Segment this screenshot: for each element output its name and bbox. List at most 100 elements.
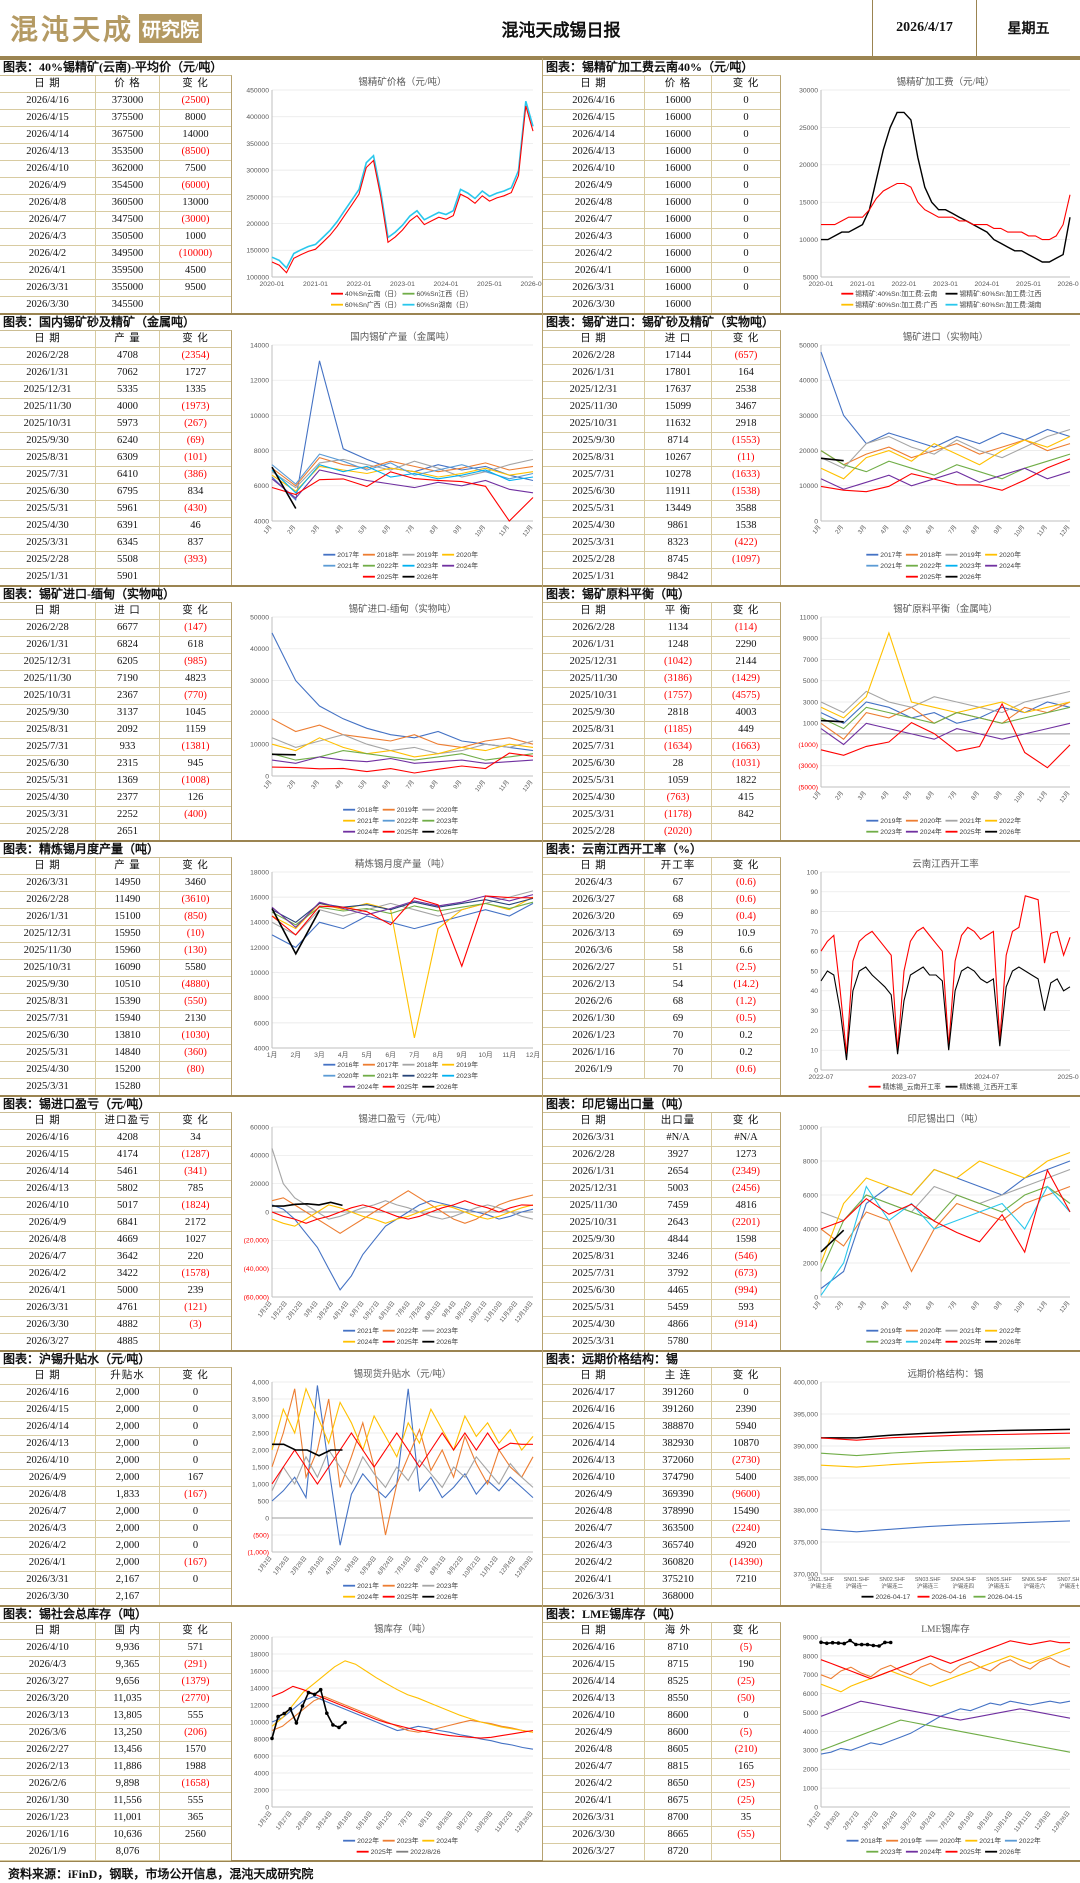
svg-text:4000: 4000: [803, 1226, 818, 1233]
section-body: 日 期主 连 变 化 2026/4/17 391260 0 2026/4/16 391260…: [543, 1367, 1080, 1606]
svg-text:2023年: 2023年: [456, 1071, 478, 1080]
table-row: 2026/4/1 16000 0: [543, 263, 780, 280]
table-cell: 190: [738, 1659, 754, 1670]
table-cell: 1727: [185, 367, 206, 378]
svg-text:2020年: 2020年: [940, 1836, 962, 1845]
svg-text:2022年: 2022年: [397, 1326, 419, 1335]
table-cell: 167: [187, 1472, 204, 1483]
section-body: 日 期进 口 变 化 2026/2/28 17144 (657) 2026/1/31 178…: [543, 330, 1080, 586]
svg-text:5月: 5月: [357, 779, 368, 791]
table-cell: 2025/11/30: [0, 671, 96, 687]
section-body: 日 期产 量 变 化 2026/2/28 4708 (2354) 2026/1/31 706…: [0, 330, 542, 586]
table-row: 2025/12/31 17637 2538: [543, 382, 780, 399]
svg-text:2026年: 2026年: [436, 827, 458, 836]
svg-text:4000: 4000: [803, 1729, 818, 1736]
table-cell: 8600: [645, 1725, 712, 1741]
svg-text:60%Sn湖南（日）: 60%Sn湖南（日）: [417, 300, 473, 309]
table-cell: 1598: [735, 1234, 757, 1245]
table-row: 2025/1/31 5901: [0, 569, 231, 586]
table-cell: 9,898: [96, 1776, 160, 1792]
chart-refined-tin-output: 精炼锡月度产量（吨） 18000 16000 14000 12000 10000 8000 6…: [250, 858, 540, 1091]
table-cell: 4669: [96, 1232, 160, 1248]
table-row: 2026/4/3 365740 4920: [543, 1538, 780, 1555]
table-cell: 2025/9/30: [543, 1232, 645, 1248]
table-cell: 2026/4/2: [543, 1555, 645, 1571]
table-cell: 2026/3/30: [543, 297, 645, 313]
table-cell: 354500: [96, 178, 160, 194]
column-header: 日 期: [543, 76, 645, 92]
svg-text:50000: 50000: [250, 614, 269, 621]
series-2022年: [820, 450, 1071, 480]
svg-text:16000: 16000: [250, 895, 269, 902]
table-cell: 70: [645, 1045, 712, 1061]
svg-text:2022-07: 2022-07: [809, 1074, 834, 1081]
table-cell: 2026/4/10: [0, 1453, 96, 1469]
table-cell: (1031): [732, 758, 760, 769]
svg-text:2022年: 2022年: [1019, 1836, 1041, 1845]
table-cell: 2026/3/31: [0, 1572, 96, 1588]
table-cell: (9600): [732, 1489, 760, 1500]
table-cell: [160, 1334, 231, 1350]
table-cell: 2025/11/30: [543, 1198, 645, 1214]
svg-text:8000: 8000: [803, 1653, 818, 1660]
table-cell: 2026/4/7: [0, 1249, 96, 1265]
table-cell: 8,076: [96, 1844, 160, 1860]
series-2022年: [820, 1151, 1071, 1264]
section-row-4: 图表：精炼锡月度产量（吨）日 期产 量变 化 2026/3/31 14950 3460…: [0, 840, 1080, 1096]
table-cell: 2026/2/28: [0, 620, 96, 636]
table-cell: 8815: [645, 1759, 712, 1775]
table-cell: (50): [737, 1693, 755, 1704]
svg-text:80: 80: [810, 909, 818, 916]
svg-text:500: 500: [258, 1498, 270, 1505]
table-cell: 11,886: [96, 1759, 160, 1775]
table-cell: 2025/3/31: [543, 1334, 645, 1350]
table-row: 2025/3/31 6345 837: [0, 535, 231, 552]
table-cell: 2026/4/16: [543, 1640, 645, 1656]
series-2016年: [271, 902, 534, 949]
table-cell: 0: [743, 146, 749, 157]
svg-text:(3000): (3000): [798, 763, 818, 770]
table-cell: (1634): [645, 739, 712, 755]
section-4-left: 图表：精炼锡月度产量（吨）日 期产 量 变 化 2026/3/31 14950 3460…: [0, 840, 543, 1096]
svg-text:0: 0: [814, 1804, 818, 1811]
svg-text:2026年: 2026年: [999, 1847, 1021, 1856]
svg-text:12月: 12月: [521, 524, 534, 538]
table-header-row: 日 期升贴水 变 化: [0, 1368, 231, 1385]
table-cell: 14000: [182, 129, 209, 140]
svg-text:2023-01: 2023-01: [933, 281, 958, 288]
svg-text:450000: 450000: [246, 87, 269, 94]
table-cell: 16000: [645, 178, 712, 194]
table-row: 2025/5/31 1369 (1008): [0, 773, 231, 790]
section-row-2: 图表：国内锡矿砂及精矿（金属吨）日 期产 量变 化 2026/2/28 4708 (2…: [0, 313, 1080, 586]
table-cell: 2025/6/30: [543, 1283, 645, 1299]
svg-text:2021年: 2021年: [357, 1326, 379, 1335]
table-cell: 9,365: [96, 1657, 160, 1673]
table-row: 2026/3/31 16000 0: [543, 280, 780, 297]
table-cell: 2026/3/27: [543, 892, 645, 908]
svg-text:4000: 4000: [254, 1770, 269, 1777]
chart-container: 国内锡矿产量（金属吨） 14000 12000 10000 8000 6000 4000 1月…: [232, 330, 542, 585]
column-header: 变 化: [732, 605, 760, 616]
table-row: 2026/3/30 4882 (3): [0, 1317, 231, 1334]
table-row: 2026/4/9 369390 (9600): [543, 1487, 780, 1504]
section-body: 日 期出口量变 化 2026/3/31 #N/A #N/A 2026/2/28 3927 1…: [543, 1112, 1080, 1351]
table-cell: 391260: [645, 1385, 712, 1401]
column-header: 变 化: [732, 860, 760, 871]
table-cell: 350500: [96, 229, 160, 245]
series-2026年: [271, 753, 296, 756]
data-table: 日 期海 外 变 化 2026/4/16 8710 (5) 2026/4/15 8715 19…: [543, 1622, 781, 1861]
table-cell: 0: [192, 1438, 199, 1449]
series-锡精矿:60%Sn:加工费:江西: [821, 111, 1071, 263]
chart-container: 锡精矿加工费（元/吨） 30000 25000 20000 15000 10000 5000…: [781, 75, 1080, 313]
table-cell: 10510: [96, 977, 160, 993]
table-row: 2026/2/28 3927 1273: [543, 1147, 780, 1164]
svg-text:5月: 5月: [902, 790, 913, 802]
table-cell: 2025/10/31: [543, 416, 645, 432]
table-cell: 388870: [645, 1419, 712, 1435]
data-table: 日 期进 口 变 化 2026/2/28 6677 (147) 2026/1/31 6824…: [0, 602, 232, 841]
table-cell: (3000): [181, 214, 210, 225]
svg-text:1,000: 1,000: [252, 1481, 269, 1488]
svg-text:0: 0: [265, 1209, 269, 1216]
table-cell: 3246: [645, 1249, 712, 1265]
svg-text:0: 0: [814, 518, 818, 525]
